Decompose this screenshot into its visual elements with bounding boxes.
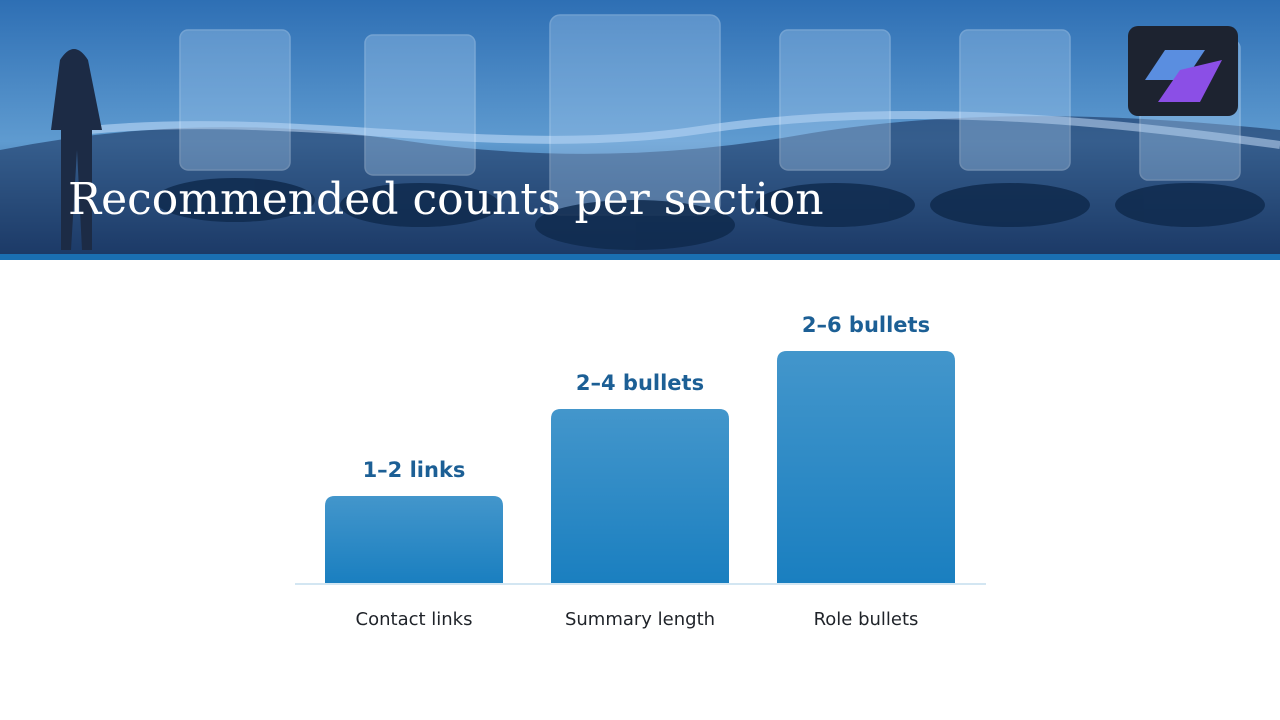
category-label: Summary length <box>565 609 715 630</box>
banner: Recommended counts per section <box>0 0 1280 260</box>
value-label: 1–2 links <box>363 458 466 482</box>
plot: 1–2 links Contact links 2–4 bullets Summary… <box>295 313 986 630</box>
slide-title: Recommended counts per section <box>68 174 824 225</box>
logo <box>1128 26 1238 116</box>
bar-sheen <box>777 351 955 583</box>
value-label: 2–6 bullets <box>802 313 930 337</box>
category-label: Contact links <box>356 609 473 630</box>
value-label: 2–4 bullets <box>576 371 704 395</box>
category-label: Role bullets <box>814 609 919 630</box>
bar-sheen <box>551 409 729 583</box>
bar-sheen <box>325 496 503 583</box>
